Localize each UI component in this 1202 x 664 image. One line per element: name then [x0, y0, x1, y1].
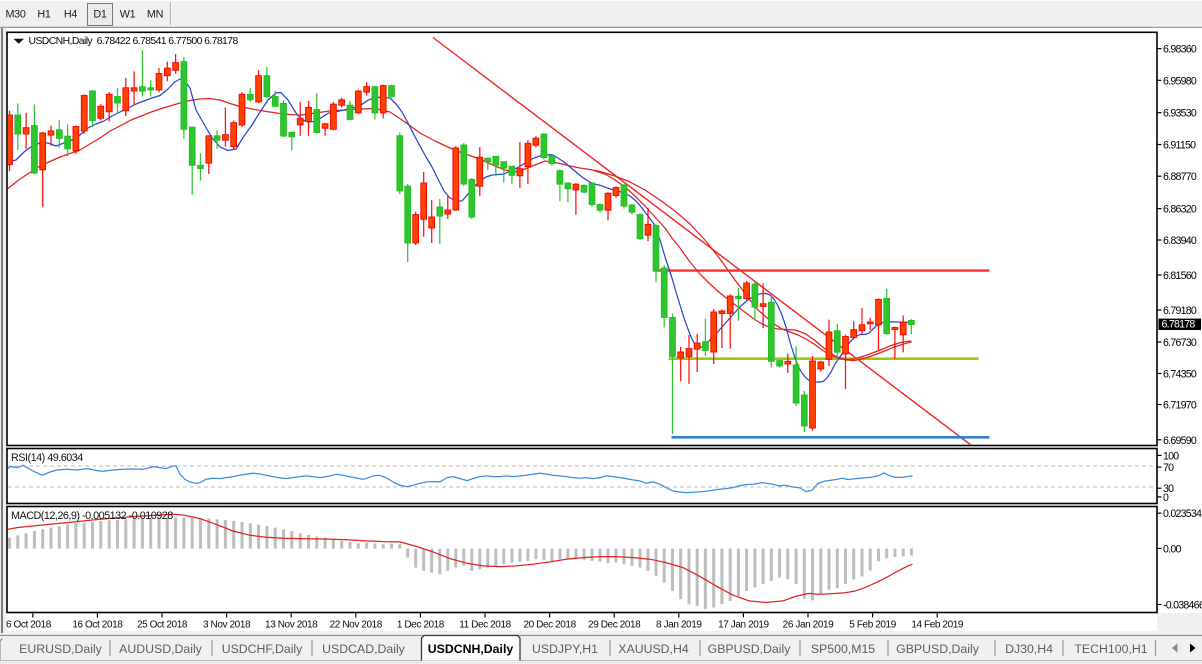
svg-text:6.95980: 6.95980: [1163, 75, 1197, 87]
svg-text:RSI(14) 49.6034: RSI(14) 49.6034: [11, 452, 83, 464]
svg-text:6.76730: 6.76730: [1163, 337, 1197, 349]
svg-text:29 Dec 2018: 29 Dec 2018: [588, 619, 641, 630]
svg-text:3 Nov 2018: 3 Nov 2018: [203, 619, 251, 630]
svg-text:30: 30: [1163, 483, 1174, 495]
svg-text:MN: MN: [147, 9, 163, 21]
svg-text:6.93530: 6.93530: [1163, 108, 1197, 120]
svg-text:6.88770: 6.88770: [1163, 171, 1197, 183]
svg-text:USDCNH,Daily: USDCNH,Daily: [428, 642, 514, 656]
svg-text:H1: H1: [37, 9, 50, 21]
svg-text:6 Oct 2018: 6 Oct 2018: [6, 619, 52, 630]
svg-text:D1: D1: [93, 9, 106, 21]
svg-text:6.91150: 6.91150: [1163, 140, 1196, 152]
svg-text:70: 70: [1163, 462, 1174, 474]
svg-text:USDJPY,H1: USDJPY,H1: [532, 642, 598, 656]
svg-text:TECH100,H1: TECH100,H1: [1074, 642, 1147, 656]
svg-text:-0.038466: -0.038466: [1163, 600, 1202, 612]
svg-text:6.86320: 6.86320: [1163, 204, 1197, 216]
svg-text:GBPUSD,Daily: GBPUSD,Daily: [708, 642, 792, 656]
svg-text:14 Feb 2019: 14 Feb 2019: [911, 619, 964, 630]
svg-text:XAUUSD,H4: XAUUSD,H4: [618, 642, 689, 656]
svg-text:0: 0: [1163, 492, 1169, 504]
svg-text:8 Jan 2019: 8 Jan 2019: [656, 619, 702, 630]
svg-text:6.81560: 6.81560: [1163, 270, 1197, 282]
svg-text:0.00: 0.00: [1163, 543, 1181, 555]
svg-text:100: 100: [1163, 450, 1179, 462]
svg-text:W1: W1: [120, 9, 136, 21]
svg-text:20 Dec 2018: 20 Dec 2018: [523, 619, 576, 630]
svg-text:26 Jan 2019: 26 Jan 2019: [783, 619, 834, 630]
svg-text:16 Oct 2018: 16 Oct 2018: [72, 619, 123, 630]
svg-text:17 Jan 2019: 17 Jan 2019: [718, 619, 769, 630]
svg-text:5 Feb 2019: 5 Feb 2019: [849, 619, 896, 630]
svg-text:6.78178: 6.78178: [1162, 319, 1196, 331]
svg-text:11 Dec 2018: 11 Dec 2018: [459, 619, 511, 630]
svg-text:6.98360: 6.98360: [1163, 44, 1197, 56]
svg-text:6.74350: 6.74350: [1163, 369, 1197, 381]
svg-text:0.023534: 0.023534: [1163, 508, 1202, 520]
svg-text:DJ30,H4: DJ30,H4: [1005, 642, 1053, 656]
svg-text:22 Nov 2018: 22 Nov 2018: [330, 619, 383, 630]
svg-text:AUDUSD,Daily: AUDUSD,Daily: [119, 642, 203, 656]
svg-text:6.83940: 6.83940: [1163, 235, 1197, 247]
svg-text:MACD(12,26,9) -0.005132 -0.010: MACD(12,26,9) -0.005132 -0.010928: [11, 510, 173, 522]
svg-text:6.71970: 6.71970: [1163, 400, 1197, 412]
svg-text:25 Oct 2018: 25 Oct 2018: [137, 619, 188, 630]
svg-text:6.69590: 6.69590: [1163, 435, 1197, 447]
svg-text:H4: H4: [64, 9, 77, 21]
svg-text:13 Nov 2018: 13 Nov 2018: [265, 619, 318, 630]
svg-text:EURUSD,Daily: EURUSD,Daily: [19, 642, 103, 656]
svg-text:USDCAD,Daily: USDCAD,Daily: [322, 642, 406, 656]
svg-text:GBPUSD,Daily: GBPUSD,Daily: [896, 642, 980, 656]
svg-text:USDCNH,Daily 6.78422 6.78541: USDCNH,Daily 6.78422 6.78541 6.77500 6.7…: [29, 36, 239, 47]
svg-text:M30: M30: [5, 9, 25, 21]
svg-text:6.79180: 6.79180: [1163, 305, 1197, 317]
svg-text:1 Dec 2018: 1 Dec 2018: [397, 619, 445, 630]
svg-text:SP500,M15: SP500,M15: [811, 642, 875, 656]
svg-text:USDCHF,Daily: USDCHF,Daily: [222, 642, 303, 656]
